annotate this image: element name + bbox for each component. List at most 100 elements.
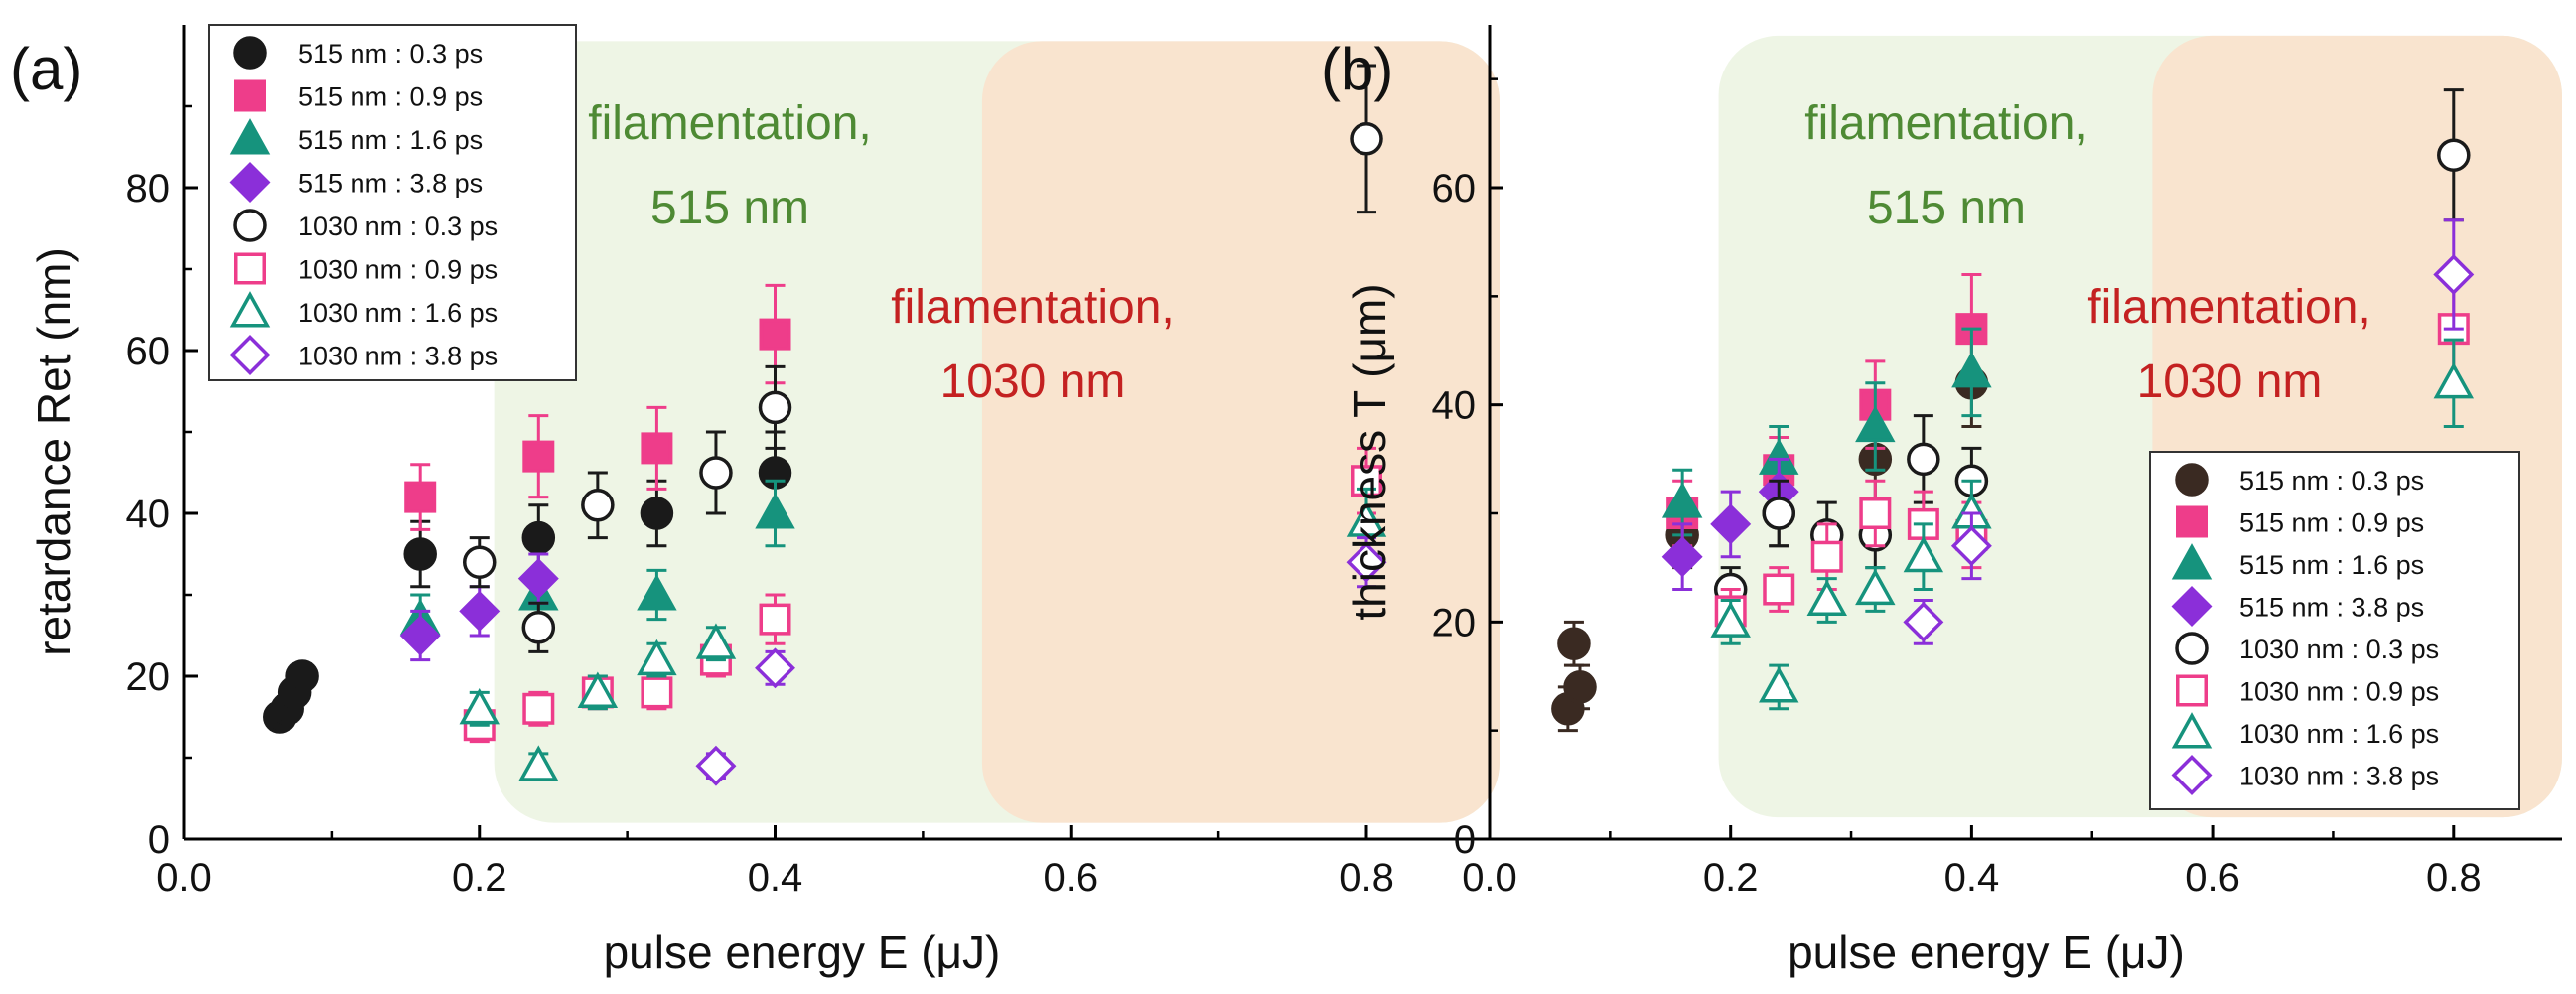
legend-marker — [2171, 712, 2213, 749]
data-point — [522, 692, 555, 725]
data-point — [1346, 541, 1387, 583]
y-axis-label: retardance Ret (nm) — [28, 247, 79, 656]
data-point — [521, 611, 556, 644]
y-tick-label: 40 — [126, 493, 171, 536]
legend-marker — [2176, 674, 2208, 707]
legend-marker — [2171, 586, 2213, 627]
region-label: 1030 nm — [940, 355, 1126, 408]
data-point — [2433, 253, 2475, 295]
legend-item: 1030 nm : 0.3 ps — [2239, 635, 2439, 664]
legend-marker — [229, 335, 271, 375]
data-point — [759, 603, 791, 636]
x-tick-label: 0.6 — [1043, 856, 1098, 900]
x-tick-label: 0.2 — [1703, 856, 1759, 900]
data-point — [640, 497, 674, 530]
data-point — [755, 493, 795, 529]
data-point — [1763, 573, 1795, 606]
data-point — [403, 537, 437, 571]
data-point — [1855, 405, 1896, 443]
x-tick-label: 0.2 — [452, 856, 507, 900]
series-515-nm-3-8-ps — [399, 552, 559, 662]
legend-item: 515 nm : 1.6 ps — [2239, 550, 2424, 580]
data-point — [637, 639, 677, 676]
legend-item: 1030 nm : 0.9 ps — [298, 255, 498, 285]
legend-marker — [2175, 632, 2209, 665]
data-point — [521, 520, 556, 555]
data-point — [399, 615, 441, 656]
data-point — [1563, 670, 1597, 704]
data-point — [637, 574, 677, 611]
region-label: filamentation, — [2087, 281, 2371, 334]
legend: 515 nm : 0.3 ps 515 nm : 0.9 ps 515 nm : 1… — [208, 24, 577, 381]
data-point — [1855, 568, 1896, 606]
y-tick-label: 60 — [126, 330, 171, 373]
series-1030-nm-3-8-ps — [695, 536, 1387, 786]
legend-item: 515 nm : 0.9 ps — [298, 82, 483, 112]
y-tick-label: 0 — [1454, 818, 1476, 862]
legend-item: 1030 nm : 1.6 ps — [298, 298, 498, 328]
data-point — [577, 671, 619, 708]
y-tick-label: 20 — [126, 655, 171, 699]
data-point — [1951, 352, 1992, 388]
data-point — [699, 456, 733, 490]
x-tick-label: 0.0 — [1462, 856, 1517, 900]
series-1030-nm-0-3-ps — [463, 64, 1383, 653]
data-point — [518, 745, 559, 781]
region-label: filamentation, — [588, 97, 872, 150]
legend-item: 515 nm : 3.8 ps — [2239, 593, 2424, 623]
y-tick-label: 60 — [1432, 167, 1477, 211]
data-point — [459, 687, 500, 725]
region-label: filamentation, — [1804, 97, 2088, 150]
data-point — [1557, 627, 1591, 660]
data-point — [1710, 503, 1752, 545]
data-point — [1806, 579, 1847, 617]
data-point — [463, 545, 497, 579]
x-tick-label: 0.8 — [2426, 856, 2482, 900]
data-point — [755, 647, 795, 689]
data-point — [1350, 122, 1383, 156]
data-point — [1759, 666, 1799, 703]
data-point — [1661, 536, 1703, 578]
legend-marker — [2171, 543, 2213, 580]
data-point — [1810, 540, 1843, 573]
data-point — [517, 558, 559, 600]
legend-marker — [233, 36, 267, 70]
data-point — [459, 590, 501, 632]
data-point — [1762, 497, 1795, 530]
data-point — [758, 390, 792, 425]
x-tick-label: 0.6 — [2185, 856, 2240, 900]
legend-item: 1030 nm : 1.6 ps — [2239, 719, 2439, 749]
legend-item: 1030 nm : 0.9 ps — [2239, 677, 2439, 707]
y-tick-label: 80 — [126, 167, 171, 211]
data-point — [1859, 497, 1892, 529]
y-tick-label: 20 — [1432, 601, 1477, 644]
data-point — [1907, 442, 1940, 477]
data-point — [1346, 500, 1387, 537]
legend-marker — [229, 162, 271, 203]
x-tick-label: 0.4 — [1944, 856, 2000, 900]
legend-item: 515 nm : 0.3 ps — [2239, 466, 2424, 496]
legend-marker — [229, 118, 271, 155]
y-axis-label: thickness T (μm) — [1344, 283, 1395, 620]
series-1030-nm-1-6-ps — [1710, 338, 2475, 711]
legend-marker — [2171, 755, 2213, 795]
data-point — [522, 440, 555, 473]
legend-item: 515 nm : 0.9 ps — [2239, 508, 2424, 538]
y-tick-label: 40 — [1432, 384, 1477, 428]
chart-panel-b: filamentation, 515 nm filamentation, 1030 n… — [1321, 25, 2562, 978]
series-1030-nm-3-8-ps — [1903, 218, 2475, 645]
data-point — [404, 481, 437, 513]
series-515-nm-3-8-ps — [1661, 457, 1799, 592]
data-point — [695, 745, 737, 786]
legend-marker — [229, 291, 271, 328]
legend-marker — [2175, 463, 2209, 497]
legend-box — [208, 24, 577, 381]
data-point — [581, 489, 615, 522]
data-point — [1950, 525, 1992, 567]
x-tick-label: 0.0 — [156, 856, 212, 900]
series-1030-nm-1-6-ps — [459, 487, 1387, 781]
legend-marker — [234, 252, 266, 285]
data-point — [1903, 601, 1944, 642]
region-label: 515 nm — [1867, 182, 2026, 234]
